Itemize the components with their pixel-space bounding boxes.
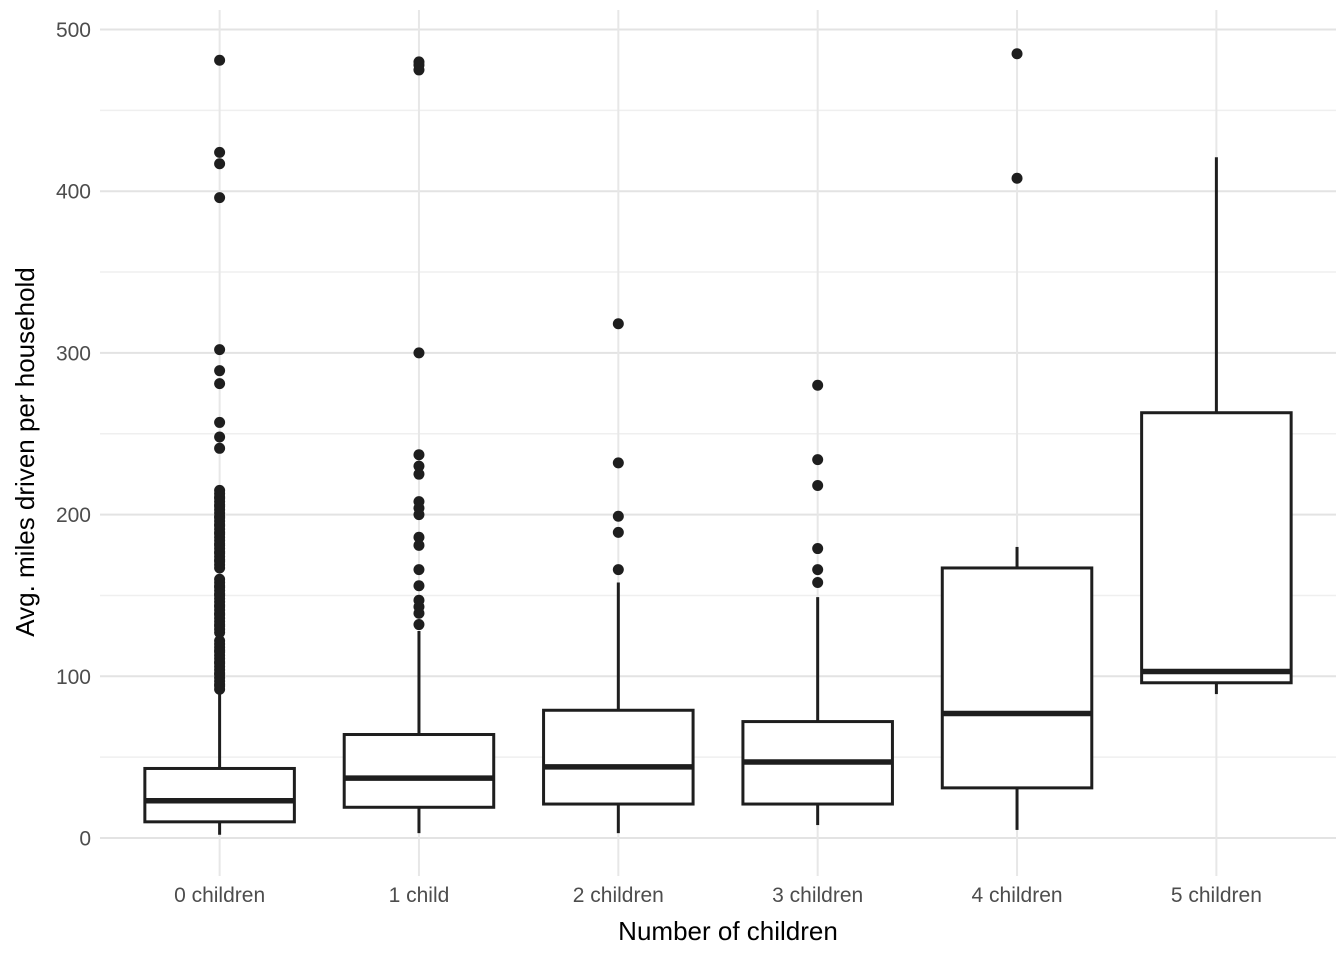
y-tick-label: 400 [56, 181, 91, 204]
box [1140, 411, 1293, 685]
y-tick-label: 500 [56, 19, 91, 42]
outlier-dot [413, 449, 425, 461]
outlier-dot [812, 577, 824, 589]
outlier-dot [812, 454, 824, 466]
outlier-dot [214, 627, 226, 639]
box [542, 708, 695, 806]
outlier-dot [214, 365, 226, 377]
outlier-dot [612, 564, 624, 576]
outlier-dot [413, 468, 425, 480]
box [940, 566, 1094, 790]
outlier-dot [812, 564, 824, 576]
outlier-dot [812, 379, 824, 391]
outlier-dot [413, 564, 425, 576]
outlier-dot [812, 479, 824, 491]
outlier-dot [214, 192, 226, 204]
outlier-dot [612, 457, 624, 469]
outlier-dot [214, 683, 226, 695]
outlier-dot [214, 562, 226, 574]
box [342, 733, 496, 809]
outlier-dot [214, 54, 226, 66]
outlier-dot [214, 431, 226, 443]
chart-generated-layer: 0 100 200 300 400 500 0 children 1 child 2 child… [56, 10, 1336, 907]
outlier-dot [214, 416, 226, 428]
outlier-dot [812, 543, 824, 555]
x-axis-title: Number of children [618, 916, 838, 946]
outlier-dot [413, 619, 425, 631]
outlier-dot [612, 526, 624, 538]
outlier-dot [214, 158, 226, 170]
outlier-dot [1011, 172, 1023, 184]
x-tick-label: 0 children [174, 884, 265, 907]
outlier-dot [413, 509, 425, 521]
outlier-dot [612, 510, 624, 522]
outlier-dot [413, 531, 425, 543]
outlier-dot [612, 318, 624, 330]
x-tick-label: 3 children [772, 884, 863, 907]
outlier-dot [413, 347, 425, 359]
outlier-dot [214, 378, 226, 390]
y-tick-label: 300 [56, 342, 91, 365]
y-tick-label: 100 [56, 666, 91, 689]
outlier-dot [413, 64, 425, 76]
box [143, 766, 296, 824]
outlier-dot [214, 442, 226, 454]
outlier-dot [413, 539, 425, 551]
x-tick-label: 2 children [573, 884, 664, 907]
outlier-dot [413, 460, 425, 472]
y-axis-title: Avg. miles driven per household [10, 267, 40, 637]
outlier-dot [214, 146, 226, 158]
outlier-dot [413, 607, 425, 619]
outlier-dot [1011, 48, 1023, 60]
outlier-dot [214, 344, 226, 356]
y-tick-label: 200 [56, 504, 91, 527]
y-tick-label: 0 [79, 828, 91, 851]
x-tick-label: 5 children [1171, 884, 1262, 907]
x-tick-label: 4 children [972, 884, 1063, 907]
x-tick-label: 1 child [389, 884, 450, 907]
outlier-dot [413, 580, 425, 592]
